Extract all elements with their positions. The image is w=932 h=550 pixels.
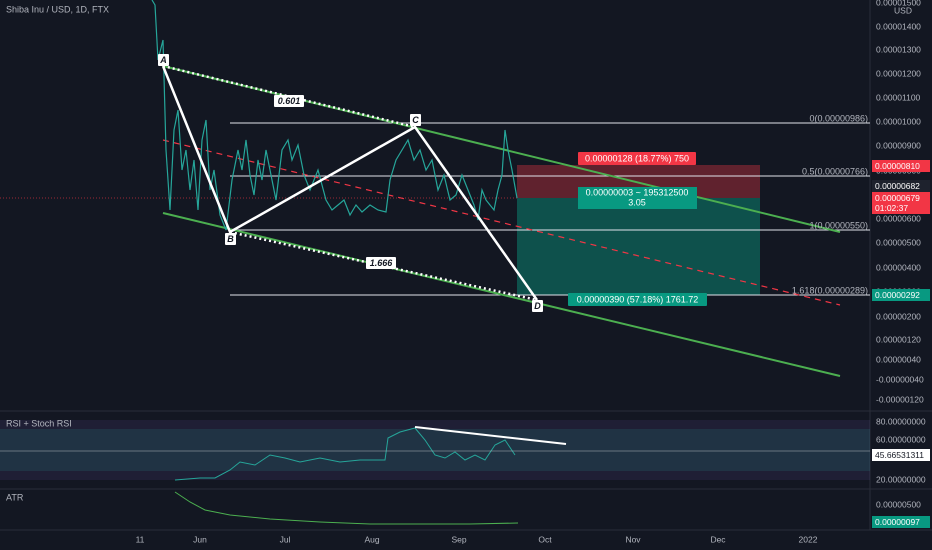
- price-label: -0.00000040: [876, 374, 924, 384]
- price-label: 0.00000500: [876, 237, 921, 247]
- pattern-point-box: [225, 233, 236, 245]
- price-tag-box: [872, 180, 930, 192]
- price-tag: 0.00000682: [875, 181, 920, 191]
- price-label: 0.00001500: [876, 0, 921, 7]
- target-label-box: [568, 293, 707, 306]
- time-label: Dec: [710, 534, 726, 544]
- channel-bottom: [162, 212, 841, 377]
- time-label: Jun: [193, 534, 207, 544]
- time-label: Oct: [538, 534, 552, 544]
- pattern-ratio: 0.601: [278, 96, 301, 106]
- price-label: 0.00001000: [876, 116, 921, 126]
- pattern-point: D: [534, 301, 541, 311]
- price-tag-box: [872, 160, 930, 172]
- atr-tag-box: [872, 516, 930, 528]
- rsi-label: 80.00000000: [876, 416, 926, 426]
- price-tag: 0.00000810: [875, 161, 920, 171]
- fib-label: 0(0.00000986): [809, 113, 868, 123]
- rsi-band-inner: [0, 429, 870, 471]
- price-label: 0.00000200: [876, 311, 921, 321]
- atr-label: 0.00000500: [876, 499, 921, 509]
- time-label: 11: [136, 534, 145, 544]
- price-tag: 0.00000679: [875, 193, 920, 203]
- pattern-point: B: [227, 234, 234, 244]
- time-label: Nov: [625, 534, 641, 544]
- price-tag-box: [872, 192, 930, 214]
- price-tag: 0.00000292: [875, 290, 920, 300]
- time-label: 2022: [799, 534, 818, 544]
- atr-trace: [174, 491, 519, 525]
- price-label: 0.00000120: [876, 334, 921, 344]
- pattern-point-box: [532, 300, 543, 312]
- target-label: 0.00000390 (57.18%) 1761.72: [577, 294, 699, 304]
- price-tag-countdown: 01:02:37: [875, 203, 908, 213]
- pattern-point: C: [412, 115, 419, 125]
- panel-title: RSI + Stoch RSI: [6, 418, 72, 428]
- price-label: 0.00001100: [876, 92, 921, 102]
- stop-label-box: [578, 152, 696, 165]
- pattern-ratio-box: [274, 95, 304, 107]
- entry-label: 0.00000003 ~ 195312500: [586, 187, 689, 197]
- rsi-trace: [174, 427, 516, 481]
- atr-tag: 0.00000097: [875, 517, 920, 527]
- entry-label-box: [578, 187, 697, 209]
- xabcd-legs: [161, 65, 539, 301]
- panel-title: ATR: [6, 492, 24, 502]
- price-label: 0.00000040: [876, 354, 921, 364]
- fib-label: 1(0.00000550): [809, 220, 868, 230]
- fib-label: 0.5(0.00000766): [802, 166, 868, 176]
- rsi-label: 20.00000000: [876, 474, 926, 484]
- price-label: 0.00000400: [876, 262, 921, 272]
- time-label: Aug: [364, 534, 379, 544]
- divergence-line: [414, 426, 567, 445]
- price-label: 0.00000600: [876, 213, 921, 223]
- price-label: -0.00000120: [876, 394, 924, 404]
- fib-label: 1.618(0.00000289): [792, 285, 868, 295]
- time-label: Sep: [451, 534, 466, 544]
- ratio-line: [162, 64, 416, 129]
- pattern-point-box: [410, 114, 421, 126]
- chart-title: Shiba Inu / USD, 1D, FTX: [6, 4, 109, 14]
- rsi-label: 60.00000000: [876, 434, 926, 444]
- pattern-ratio: 1.666: [370, 258, 394, 268]
- price-label: 0.00001400: [876, 21, 921, 31]
- target-zone: [517, 198, 760, 295]
- price-tag-box: [872, 289, 930, 301]
- pattern-ratio-box: [366, 257, 396, 269]
- pattern-point-box: [158, 54, 169, 66]
- price-label: 0.00001300: [876, 44, 921, 54]
- currency: USD: [894, 5, 912, 15]
- price-label: 0.00001200: [876, 68, 921, 78]
- rsi-tag: 45.66531311: [875, 450, 924, 460]
- time-label: Jul: [280, 534, 291, 544]
- price-trace: [151, 0, 518, 231]
- rsi-tag-box: [872, 449, 930, 461]
- stop-label: 0.00000128 (18.77%) 750: [585, 153, 689, 163]
- entry-label: 3.05: [628, 197, 646, 207]
- price-label: 0.00000900: [876, 140, 921, 150]
- pattern-point: A: [159, 55, 167, 65]
